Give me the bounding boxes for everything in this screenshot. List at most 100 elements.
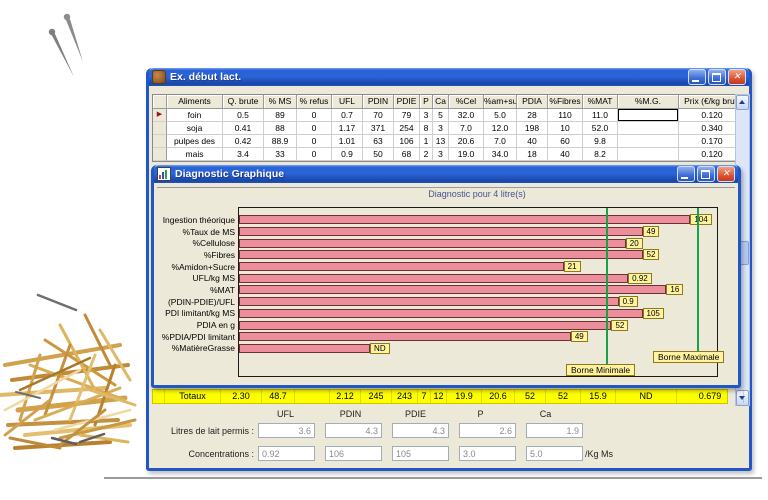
table-cell[interactable]: mais bbox=[167, 148, 223, 161]
table-cell[interactable]: 11.0 bbox=[583, 109, 618, 122]
table-cell[interactable]: 40 bbox=[548, 148, 583, 161]
table-cell[interactable]: 20.6 bbox=[449, 135, 484, 148]
table-cell[interactable]: 19.0 bbox=[449, 148, 484, 161]
table-cell[interactable]: 0.9 bbox=[332, 148, 363, 161]
litres-permis-field[interactable] bbox=[392, 423, 449, 438]
table-cell[interactable]: 12.0 bbox=[484, 122, 517, 135]
column-header[interactable]: % refus bbox=[297, 95, 332, 109]
row-marker[interactable] bbox=[153, 122, 167, 135]
table-cell[interactable]: 3.4 bbox=[223, 148, 264, 161]
table-cell[interactable]: 0.42 bbox=[223, 135, 264, 148]
table-cell[interactable]: 88.9 bbox=[264, 135, 297, 148]
column-header[interactable]: Q. brute bbox=[223, 95, 264, 109]
column-header[interactable]: %M.G. bbox=[618, 95, 679, 109]
table-cell[interactable]: 33 bbox=[264, 148, 297, 161]
table-cell[interactable]: soja bbox=[167, 122, 223, 135]
table-cell[interactable]: 3 bbox=[433, 122, 449, 135]
table-cell[interactable]: 9.8 bbox=[583, 135, 618, 148]
dialog-minimize-button[interactable] bbox=[677, 166, 695, 182]
table-cell[interactable]: 198 bbox=[517, 122, 548, 135]
scroll-down-button[interactable] bbox=[736, 390, 749, 406]
table-cell[interactable]: 32.0 bbox=[449, 109, 484, 122]
litres-permis-field[interactable] bbox=[325, 423, 382, 438]
litres-permis-field[interactable] bbox=[459, 423, 516, 438]
table-cell[interactable]: 7.0 bbox=[484, 135, 517, 148]
dialog-titlebar[interactable]: Diagnostic Graphique ✕ bbox=[154, 165, 738, 183]
table-cell[interactable]: 0 bbox=[297, 135, 332, 148]
table-cell[interactable]: 0 bbox=[297, 122, 332, 135]
table-cell[interactable]: 1 bbox=[420, 135, 433, 148]
table-cell[interactable]: 0.5 bbox=[223, 109, 264, 122]
row-marker[interactable] bbox=[153, 135, 167, 148]
table-cell[interactable]: 0.7 bbox=[332, 109, 363, 122]
chart-bar bbox=[239, 227, 643, 237]
litres-permis-field[interactable] bbox=[258, 423, 315, 438]
table-cell[interactable]: 3 bbox=[433, 148, 449, 161]
litres-permis-field[interactable] bbox=[526, 423, 583, 438]
table-cell[interactable]: 63 bbox=[363, 135, 394, 148]
table-cell[interactable]: 88 bbox=[264, 122, 297, 135]
window-titlebar[interactable]: Ex. début lact. ✕ bbox=[149, 68, 749, 86]
table-cell[interactable]: 18 bbox=[517, 148, 548, 161]
table-cell[interactable]: 52.0 bbox=[583, 122, 618, 135]
table-cell[interactable]: 0.41 bbox=[223, 122, 264, 135]
column-header[interactable]: %Fibres bbox=[548, 95, 583, 109]
concentration-field[interactable] bbox=[258, 446, 315, 461]
table-cell[interactable]: 89 bbox=[264, 109, 297, 122]
dialog-close-button[interactable]: ✕ bbox=[717, 166, 735, 182]
column-header[interactable]: %Cel bbox=[449, 95, 484, 109]
table-cell[interactable]: pulpes des bbox=[167, 135, 223, 148]
column-header[interactable]: UFL bbox=[332, 95, 363, 109]
maximize-button[interactable] bbox=[708, 69, 726, 85]
table-cell[interactable]: 2 bbox=[420, 148, 433, 161]
table-cell[interactable]: 7.0 bbox=[449, 122, 484, 135]
column-header[interactable]: % MS bbox=[264, 95, 297, 109]
dialog-maximize-button[interactable] bbox=[697, 166, 715, 182]
column-header[interactable]: PDIE bbox=[394, 95, 420, 109]
table-cell[interactable]: 60 bbox=[548, 135, 583, 148]
table-cell[interactable]: 1.17 bbox=[332, 122, 363, 135]
table-cell[interactable]: 5 bbox=[433, 109, 449, 122]
table-cell[interactable]: 28 bbox=[517, 109, 548, 122]
table-cell[interactable]: 254 bbox=[394, 122, 420, 135]
table-cell[interactable]: 106 bbox=[394, 135, 420, 148]
concentration-field[interactable] bbox=[459, 446, 516, 461]
table-cell[interactable] bbox=[618, 109, 679, 122]
table-cell[interactable]: 371 bbox=[363, 122, 394, 135]
table-cell[interactable]: 8 bbox=[420, 122, 433, 135]
minimize-button[interactable] bbox=[688, 69, 706, 85]
column-header[interactable]: PDIN bbox=[363, 95, 394, 109]
table-cell[interactable]: 1.01 bbox=[332, 135, 363, 148]
table-cell[interactable]: 110 bbox=[548, 109, 583, 122]
column-header[interactable]: %MAT bbox=[583, 95, 618, 109]
table-cell[interactable] bbox=[618, 135, 679, 148]
scroll-up-button[interactable] bbox=[736, 95, 749, 110]
table-cell[interactable]: 0 bbox=[297, 109, 332, 122]
table-cell[interactable]: 3 bbox=[420, 109, 433, 122]
table-cell[interactable]: 70 bbox=[363, 109, 394, 122]
table-cell[interactable]: 79 bbox=[394, 109, 420, 122]
table-cell[interactable]: 68 bbox=[394, 148, 420, 161]
concentration-field[interactable] bbox=[526, 446, 583, 461]
table-cell[interactable]: 5.0 bbox=[484, 109, 517, 122]
column-header[interactable]: %am+su bbox=[484, 95, 517, 109]
column-header[interactable]: Ca bbox=[433, 95, 449, 109]
table-cell[interactable]: 13 bbox=[433, 135, 449, 148]
table-cell[interactable] bbox=[618, 122, 679, 135]
table-cell[interactable] bbox=[618, 148, 679, 161]
concentration-field[interactable] bbox=[325, 446, 382, 461]
row-marker-current[interactable]: ▶ bbox=[153, 109, 167, 122]
table-cell[interactable]: 10 bbox=[548, 122, 583, 135]
table-cell[interactable]: 0 bbox=[297, 148, 332, 161]
table-cell[interactable]: 34.0 bbox=[484, 148, 517, 161]
concentration-field[interactable] bbox=[392, 446, 449, 461]
column-header[interactable]: PDIA bbox=[517, 95, 548, 109]
table-cell[interactable]: foin bbox=[167, 109, 223, 122]
close-button[interactable]: ✕ bbox=[728, 69, 746, 85]
column-header[interactable]: Aliments bbox=[167, 95, 223, 109]
table-cell[interactable]: 8.2 bbox=[583, 148, 618, 161]
table-cell[interactable]: 40 bbox=[517, 135, 548, 148]
table-cell[interactable]: 50 bbox=[363, 148, 394, 161]
column-header[interactable]: P bbox=[420, 95, 433, 109]
row-marker[interactable] bbox=[153, 148, 167, 161]
